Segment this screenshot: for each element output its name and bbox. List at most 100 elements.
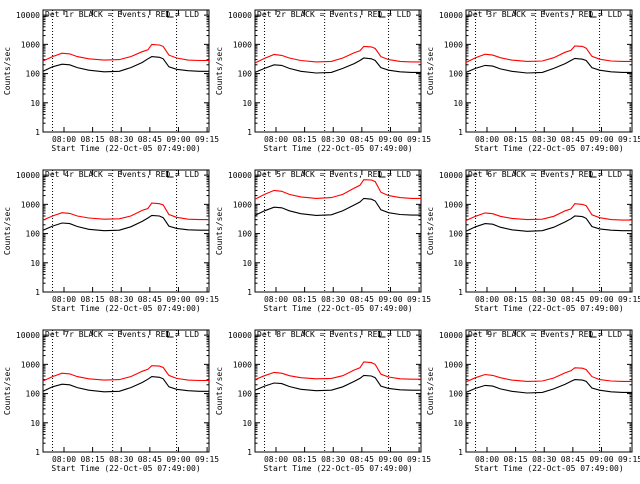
x-tick-label: 08:45 [561, 455, 585, 464]
x-tick-label: 08:45 [138, 295, 162, 304]
panel-title: Det 9r BLACK = Events, RED = LLD [468, 330, 622, 339]
y-tick-label: 10000 [16, 171, 40, 180]
series-events-line [465, 57, 632, 74]
y-tick-label: 100 [26, 390, 41, 399]
series-lld-line [465, 45, 632, 63]
y-axis-label: Counts/sec [215, 367, 224, 415]
x-tick-label: 08:00 [475, 295, 499, 304]
y-tick-label: 10 [453, 419, 463, 428]
x-tick-label: 09:15 [618, 135, 640, 144]
y-tick-label: 10 [242, 419, 252, 428]
y-tick-label: 10000 [439, 331, 463, 340]
y-tick-label: 1 [35, 288, 40, 297]
x-tick-label: 08:00 [264, 455, 288, 464]
y-tick-label: 100 [238, 70, 253, 79]
x-tick-label: 08:45 [561, 135, 585, 144]
y-tick-label: 100 [449, 70, 464, 79]
x-tick-label: 09:15 [195, 135, 219, 144]
y-tick-label: 1 [35, 128, 40, 137]
y-tick-label: 10000 [228, 331, 252, 340]
y-tick-label: 100 [238, 390, 253, 399]
x-tick-label: 08:15 [81, 455, 105, 464]
panel-det-9: Det 9r BLACK = Events, RED = LLD 1 10 100 10… [426, 329, 640, 473]
y-tick-label: 10000 [16, 11, 40, 20]
y-tick-label: 1 [458, 288, 463, 297]
x-tick-label: 09:00 [589, 455, 613, 464]
x-tick-label: 08:30 [532, 455, 556, 464]
series-events-line [42, 56, 209, 73]
panel-det-8: Det 8r BLACK = Events, RED = LLD 1 10 100 10… [215, 329, 431, 473]
x-axis-label: Start Time (22-Oct-05 07:49:00) [263, 304, 412, 313]
series-events-line [254, 374, 421, 392]
y-axis-label: Counts/sec [3, 47, 12, 95]
x-tick-label: 08:30 [109, 455, 133, 464]
panel-title: Det 2r BLACK = Events, RED = LLD [257, 10, 411, 19]
x-tick-label: 08:15 [81, 295, 105, 304]
y-axis-label: Counts/sec [215, 47, 224, 95]
plot-frame [254, 329, 422, 453]
y-tick-label: 10000 [439, 11, 463, 20]
y-tick-label: 1000 [233, 40, 252, 49]
x-tick-label: 09:15 [407, 295, 431, 304]
y-tick-label: 10 [242, 259, 252, 268]
plot-frame [42, 9, 210, 133]
y-tick-label: 1000 [233, 200, 252, 209]
series-events-line [465, 379, 632, 394]
series-lld-line [254, 45, 421, 64]
series-lld-line [42, 202, 209, 221]
x-axis-label: Start Time (22-Oct-05 07:49:00) [263, 464, 412, 473]
x-tick-label: 08:00 [52, 455, 76, 464]
y-tick-label: 1 [247, 288, 252, 297]
x-axis-label: Start Time (22-Oct-05 07:49:00) [51, 464, 200, 473]
panel-title: Det 7r BLACK = Events, RED = LLD [45, 330, 199, 339]
panel-det-5: Det 5r BLACK = Events, RED = LLD 1 10 100 10… [215, 169, 431, 313]
y-tick-label: 1 [458, 448, 463, 457]
x-tick-label: 09:00 [166, 295, 190, 304]
y-tick-label: 10000 [228, 171, 252, 180]
x-tick-label: 09:15 [195, 295, 219, 304]
y-axis-label: Counts/sec [3, 367, 12, 415]
y-tick-label: 100 [26, 230, 41, 239]
x-tick-label: 08:45 [138, 455, 162, 464]
y-axis-label: Counts/sec [3, 207, 12, 255]
x-tick-label: 08:00 [475, 455, 499, 464]
y-tick-label: 100 [449, 230, 464, 239]
x-tick-label: 08:45 [138, 135, 162, 144]
series-lld-line [42, 43, 209, 62]
x-axis-label: Start Time (22-Oct-05 07:49:00) [474, 464, 623, 473]
x-tick-label: 09:15 [618, 455, 640, 464]
x-axis-label: Start Time (22-Oct-05 07:49:00) [474, 304, 623, 313]
y-tick-label: 1 [247, 448, 252, 457]
x-tick-label: 08:15 [504, 455, 528, 464]
panel-title: Det 4r BLACK = Events, RED = LLD [45, 170, 199, 179]
panel-title: Det 3r BLACK = Events, RED = LLD [468, 10, 622, 19]
panel-title: Det 1r BLACK = Events, RED = LLD [45, 10, 199, 19]
x-tick-label: 08:30 [109, 135, 133, 144]
x-axis-label: Start Time (22-Oct-05 07:49:00) [263, 144, 412, 153]
y-tick-label: 1000 [21, 360, 40, 369]
x-tick-label: 08:00 [264, 295, 288, 304]
x-tick-label: 09:15 [195, 455, 219, 464]
x-tick-label: 08:30 [321, 455, 345, 464]
x-tick-label: 08:00 [475, 135, 499, 144]
x-tick-label: 08:15 [81, 135, 105, 144]
series-lld-line [465, 367, 632, 383]
y-axis-label: Counts/sec [426, 367, 435, 415]
y-tick-label: 1000 [444, 200, 463, 209]
series-events-line [465, 215, 632, 232]
panel-det-4: Det 4r BLACK = Events, RED = LLD 1 10 100 10… [3, 169, 219, 313]
series-lld-line [254, 361, 421, 381]
plot-frame [42, 169, 210, 293]
x-axis-label: Start Time (22-Oct-05 07:49:00) [51, 144, 200, 153]
x-tick-label: 09:15 [407, 135, 431, 144]
corner-mark [167, 171, 174, 178]
plot-frame [465, 9, 633, 133]
x-tick-label: 08:30 [532, 295, 556, 304]
x-tick-label: 08:15 [293, 295, 317, 304]
x-tick-label: 08:45 [350, 455, 374, 464]
x-tick-label: 08:00 [52, 295, 76, 304]
x-tick-label: 09:00 [166, 455, 190, 464]
x-tick-label: 09:15 [407, 455, 431, 464]
x-tick-label: 09:00 [589, 295, 613, 304]
